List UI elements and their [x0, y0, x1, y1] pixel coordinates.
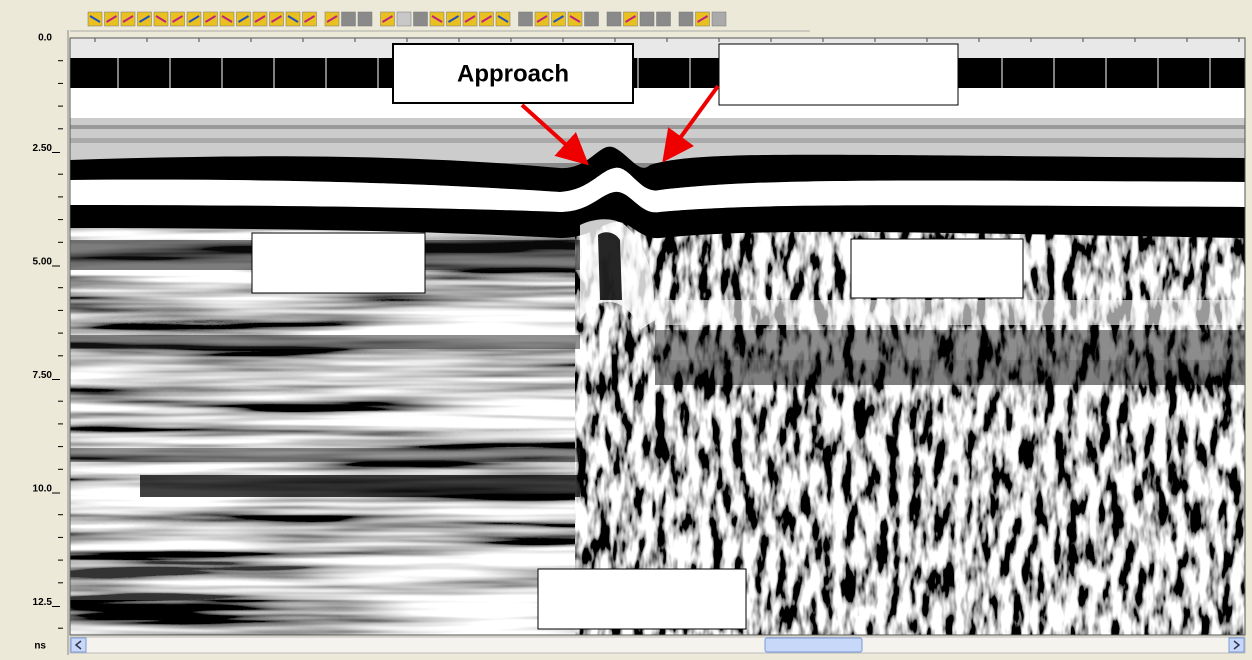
- radargram: [70, 38, 1245, 635]
- arrow: [520, 103, 589, 166]
- annotation-box: [392, 43, 634, 104]
- upper-gray-line: [70, 125, 1245, 129]
- axis-label: 5.00: [33, 257, 53, 268]
- toolbar-glyph: [326, 15, 338, 23]
- toolbar-button[interactable]: [656, 11, 671, 27]
- toolbar-glyph: [237, 15, 250, 23]
- layer: [140, 475, 580, 497]
- toolbar-glyph: [303, 15, 316, 23]
- axis-label: 10.0: [33, 484, 53, 495]
- toolbar-glyph: [171, 15, 184, 23]
- layer: [655, 330, 1245, 360]
- toolbar-glyph: [696, 15, 709, 23]
- blank-box: [251, 232, 426, 294]
- toolbar-glyph: [254, 15, 266, 23]
- scroll-right-glyph: [1233, 640, 1241, 650]
- blank-box: [850, 238, 1024, 299]
- scroll-right[interactable]: [1228, 637, 1245, 653]
- toolbar-button[interactable]: [678, 11, 694, 27]
- toolbar-glyph: [552, 15, 565, 23]
- toolbar-icons: [70, 11, 810, 32]
- scroll-thumb[interactable]: [764, 637, 863, 653]
- axis-panel: [0, 30, 68, 660]
- blank-box: [537, 568, 747, 630]
- toolbar-button[interactable]: [711, 11, 727, 27]
- toolbar-glyph: [155, 15, 167, 23]
- scroll-left-glyph: [74, 640, 82, 650]
- disturbance: [598, 232, 622, 300]
- toolbar-button[interactable]: [639, 11, 655, 27]
- toolbar-glyph: [464, 15, 476, 23]
- layer: [655, 300, 1245, 325]
- arrow: [662, 84, 720, 163]
- toolbar-button[interactable]: [518, 11, 533, 27]
- toolbar-glyph: [188, 15, 200, 23]
- toolbar-glyph: [569, 15, 581, 23]
- toolbar-glyph: [270, 15, 283, 23]
- air-band: [70, 38, 1245, 58]
- upper-gray-line: [70, 138, 1245, 143]
- layer: [70, 335, 580, 349]
- axis-label: 2.50: [33, 143, 53, 154]
- surface-dark: [70, 146, 1245, 192]
- time-axis: 0.0 2.50 5.00 7.50 10.0 12.5 ns: [33, 33, 63, 652]
- toolbar-glyph: [287, 15, 299, 23]
- toolbar-button[interactable]: [341, 11, 356, 27]
- scroll-left[interactable]: [70, 637, 87, 653]
- direct-wave-dark: [70, 58, 1245, 88]
- toolbar-glyph: [204, 15, 217, 23]
- toolbar-glyph: [122, 15, 134, 23]
- axis-label: 7.50: [33, 370, 53, 381]
- toolbar-glyph: [89, 15, 101, 23]
- toolbar-glyph: [447, 15, 460, 23]
- toolbar-button[interactable]: [584, 11, 599, 27]
- toolbar-button[interactable]: [606, 11, 622, 27]
- toolbar-glyph: [105, 15, 118, 23]
- axis-label: 0.0: [38, 33, 52, 44]
- blank-box: [718, 43, 959, 106]
- layer: [70, 560, 580, 600]
- toolbar-button[interactable]: [413, 11, 428, 27]
- toolbar-button[interactable]: [396, 11, 412, 27]
- toolbar-glyph: [480, 15, 493, 23]
- scrollbar[interactable]: [69, 636, 1246, 654]
- toolbar-glyph: [431, 15, 443, 23]
- direct-wave-light: [70, 88, 1245, 118]
- toolbar-glyph: [221, 15, 233, 23]
- toolbar-button[interactable]: [357, 11, 373, 27]
- surface-light: [70, 167, 1245, 213]
- toolbar-glyph: [138, 15, 151, 23]
- axis-unit: ns: [34, 641, 46, 652]
- annotation-label: Approach: [457, 60, 569, 87]
- plot-frame: [69, 37, 1246, 636]
- layer: [655, 360, 1245, 385]
- toolbar-glyph: [624, 15, 637, 23]
- toolbar-glyph: [381, 15, 394, 23]
- surface-dark-2: [70, 191, 1245, 239]
- axis-label: 12.5: [33, 597, 53, 608]
- layer: [70, 448, 580, 462]
- toolbar-glyph: [536, 15, 548, 23]
- toolbar-glyph: [497, 15, 509, 23]
